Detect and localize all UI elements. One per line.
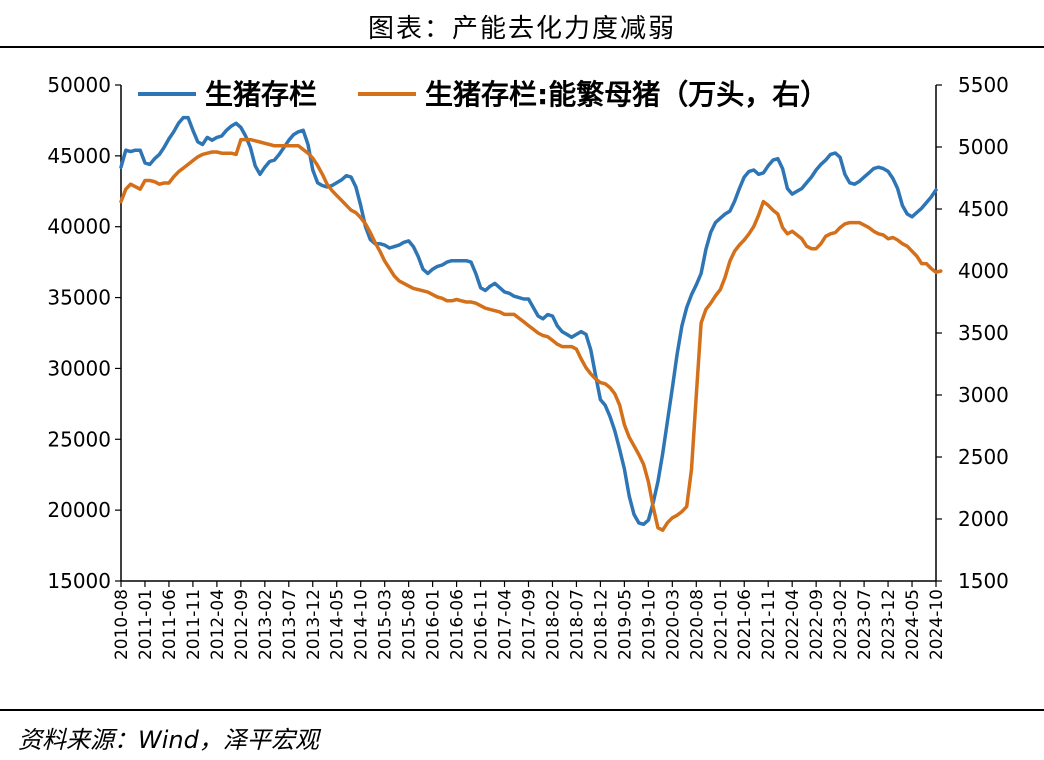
footer-divider (0, 709, 1044, 711)
right-y-tick-label: 2000 (958, 507, 1009, 531)
x-tick-label: 2018-12 (591, 589, 611, 660)
source-note: 资料来源：Wind，泽平宏观 (18, 726, 319, 754)
x-tick-label: 2013-02 (256, 589, 276, 660)
left-y-tick-label: 30000 (47, 356, 111, 380)
x-tick-label: 2012-04 (208, 589, 228, 660)
title-divider (0, 46, 1044, 48)
x-tick-label: 2021-01 (711, 589, 731, 660)
right-y-tick-label: 5500 (958, 73, 1009, 97)
x-tick-label: 2018-02 (543, 589, 563, 660)
x-tick-label: 2022-04 (783, 589, 803, 660)
right-y-tick-label: 2500 (958, 445, 1009, 469)
chart-title: 图表：产能去化力度减弱 (367, 14, 676, 44)
line-chart: 15000 20000 25000 30000 35000 40000 45000 50000… (47, 73, 1009, 660)
x-tick-label: 2016-06 (448, 589, 468, 660)
x-tick-label: 2019-10 (639, 589, 659, 660)
x-tick-label: 2011-11 (184, 589, 204, 660)
x-tick-label: 2011-06 (160, 589, 180, 660)
left-y-tick-label: 25000 (47, 427, 111, 451)
x-tick-label: 2014-10 (352, 589, 372, 660)
left-y-tick-label: 35000 (47, 286, 111, 310)
x-tick-label: 2010-08 (112, 589, 132, 660)
x-tick-label: 2016-01 (424, 589, 444, 660)
x-tick-label: 2015-08 (400, 589, 420, 660)
x-tick-label: 2024-05 (903, 589, 923, 660)
x-tick-label: 2011-01 (136, 589, 156, 660)
x-tick-label: 2024-10 (927, 589, 947, 660)
right-y-tick-label: 4500 (958, 197, 1009, 221)
right-y-tick-label: 3500 (958, 321, 1009, 345)
x-tick-label: 2020-03 (663, 589, 683, 660)
right-y-tick-label: 4000 (958, 259, 1009, 283)
x-tick-label: 2014-05 (328, 589, 348, 660)
x-tick-label: 2013-07 (280, 589, 300, 660)
x-tick-label: 2023-07 (855, 589, 875, 660)
legend-label-1: 生猪存栏 (205, 78, 317, 111)
left-y-tick-label: 45000 (47, 144, 111, 168)
x-tick-label: 2017-04 (496, 589, 516, 660)
x-tick-label: 2023-12 (879, 589, 899, 660)
x-tick-label: 2021-11 (759, 589, 779, 660)
x-tick-label: 2017-09 (520, 589, 540, 660)
left-y-tick-label: 20000 (47, 498, 111, 522)
x-tick-label: 2023-02 (831, 589, 851, 660)
legend-label-2: 生猪存栏:能繁母猪（万头，右） (425, 78, 828, 111)
left-y-tick-label: 40000 (47, 215, 111, 239)
x-tick-label: 2022-09 (807, 589, 827, 660)
x-tick-label: 2012-09 (232, 589, 252, 660)
left-y-tick-label: 50000 (47, 73, 111, 97)
x-tick-label: 2018-07 (567, 589, 587, 660)
x-tick-label: 2016-11 (472, 589, 492, 660)
series-line-2 (119, 137, 943, 532)
x-tick-label: 2013-12 (304, 589, 324, 660)
x-tick-label: 2015-03 (376, 589, 396, 660)
series-line-1 (119, 115, 938, 527)
right-y-tick-label: 5000 (958, 135, 1009, 159)
x-tick-label: 2019-05 (615, 589, 635, 660)
right-y-tick-label: 3000 (958, 383, 1009, 407)
right-y-tick-label: 1500 (958, 569, 1009, 593)
left-y-tick-label: 15000 (47, 569, 111, 593)
x-tick-label: 2020-08 (687, 589, 707, 660)
x-tick-label: 2021-06 (735, 589, 755, 660)
